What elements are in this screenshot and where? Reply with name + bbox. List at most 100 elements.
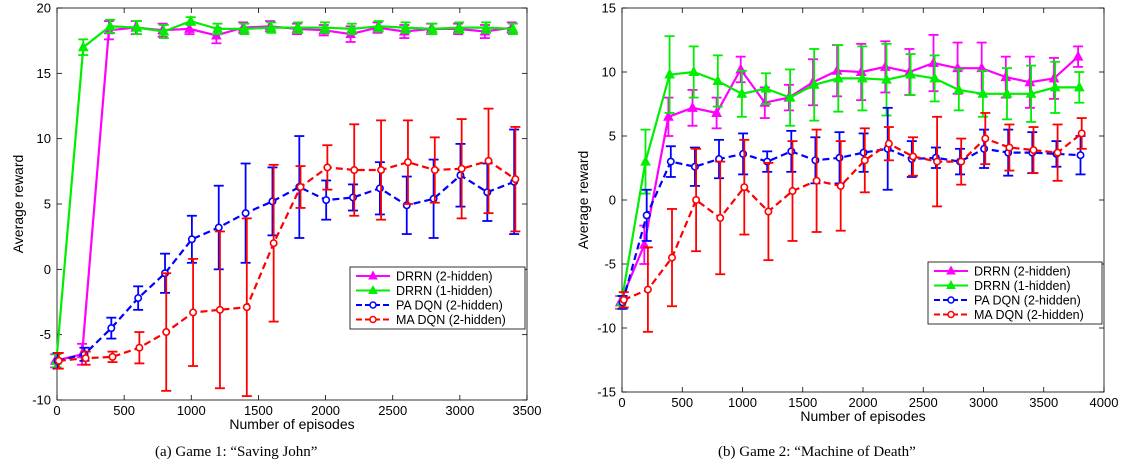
- data-point: [831, 64, 843, 75]
- series-1: [616, 35, 1085, 310]
- x-axis-label: Number of episodes: [800, 408, 925, 424]
- y-tick-label: 15: [37, 66, 51, 81]
- data-point: [1001, 87, 1013, 98]
- x-tick-label: 0: [618, 395, 625, 410]
- data-point: [663, 110, 674, 121]
- data-point: [104, 20, 116, 31]
- legend-swatch-marker: [947, 296, 955, 304]
- data-point: [430, 166, 439, 175]
- series-line: [619, 55, 1079, 303]
- data-point: [638, 238, 650, 249]
- data-point: [239, 22, 250, 33]
- data-point: [484, 156, 493, 165]
- data-point: [1000, 71, 1012, 82]
- x-tick-label: 1500: [788, 395, 817, 410]
- data-point: [269, 239, 278, 248]
- data-point: [640, 155, 651, 166]
- data-point: [933, 157, 942, 166]
- data-point: [690, 162, 699, 171]
- series-line: [58, 159, 517, 362]
- data-point: [1049, 81, 1061, 92]
- data-point: [859, 148, 868, 157]
- data-point: [1053, 148, 1062, 157]
- legend-swatch-marker: [369, 315, 377, 324]
- legend-swatch-marker: [946, 265, 956, 275]
- series-line: [620, 70, 1080, 303]
- data-point: [1005, 143, 1014, 152]
- data-point: [77, 41, 89, 52]
- data-point: [835, 153, 844, 162]
- data-point: [905, 68, 916, 79]
- chart-panel-b: 0 500 1000 1500 2000 2500 3000 3500 4000 -15 -10 -5…: [575, 1, 1118, 425]
- x-axis-label: Number of episodes: [229, 416, 354, 432]
- data-point: [688, 65, 700, 76]
- data-point: [928, 56, 939, 68]
- data-point: [158, 25, 170, 36]
- legend-label: DRRN (1-hidden): [396, 284, 493, 298]
- data-point: [1076, 151, 1085, 160]
- data-point: [860, 156, 869, 165]
- data-point: [453, 21, 465, 32]
- data-point: [189, 308, 198, 317]
- data-point: [323, 163, 332, 172]
- data-point: [716, 213, 725, 222]
- data-point: [400, 21, 411, 32]
- data-point: [687, 101, 698, 112]
- y-axis-label: Average reward: [10, 155, 26, 254]
- data-point: [832, 72, 844, 83]
- data-point: [107, 324, 116, 333]
- y-tick-label: 5: [609, 129, 616, 144]
- data-point: [666, 157, 675, 166]
- data-point: [265, 21, 277, 32]
- caption-b: (b) Game 2: “Machine of Death”: [718, 444, 916, 460]
- data-point: [957, 157, 966, 166]
- data-point: [667, 253, 676, 262]
- x-tick-label: 1500: [244, 403, 273, 418]
- data-point: [1025, 87, 1037, 98]
- y-axis-label: Average reward: [575, 151, 591, 250]
- x-tick-label: 3500: [513, 403, 542, 418]
- data-point: [1048, 72, 1060, 83]
- data-point: [760, 82, 772, 93]
- data-point: [349, 193, 358, 202]
- legend-swatch-marker: [369, 301, 377, 309]
- legend-swatch-marker: [947, 310, 955, 319]
- legend-label: DRRN (1-hidden): [974, 279, 1071, 293]
- series-line: [57, 173, 515, 362]
- x-tick-label: 2000: [849, 395, 878, 410]
- chart-panel-a: 0 500 1000 1500 2000 2500 3000 3500 -10 -5 0 5 10 15 2…: [10, 1, 541, 433]
- x-tick-label: 1000: [177, 403, 206, 418]
- y-tick-label: 10: [37, 131, 51, 146]
- series-2: [617, 106, 1086, 310]
- data-point: [480, 21, 492, 32]
- x-tick-label: 1000: [728, 395, 757, 410]
- data-point: [296, 183, 305, 192]
- data-point: [884, 139, 893, 148]
- y-tick-label: 20: [37, 1, 51, 16]
- series-line: [55, 19, 514, 361]
- y-tick-label: 0: [609, 193, 616, 208]
- data-point: [981, 134, 990, 143]
- y-tick-label: -10: [597, 321, 616, 336]
- data-point: [976, 62, 988, 73]
- data-point: [763, 157, 772, 166]
- series-3: [53, 107, 521, 397]
- data-point: [215, 305, 224, 314]
- legend-label: DRRN (2-hidden): [974, 265, 1071, 279]
- data-point: [135, 343, 144, 352]
- legend-swatch-marker: [368, 270, 378, 280]
- legend-swatch-marker: [368, 284, 378, 294]
- data-point: [377, 166, 386, 175]
- data-point: [953, 83, 965, 94]
- legend: DRRN (2-hidden)DRRN (1-hidden)PA DQN (2-…: [349, 266, 526, 330]
- x-tick-label: 2000: [311, 403, 340, 418]
- data-point: [643, 285, 652, 294]
- data-point: [619, 295, 628, 304]
- data-point: [322, 196, 331, 205]
- data-point: [483, 188, 492, 197]
- data-point: [134, 294, 143, 303]
- data-point: [784, 91, 796, 102]
- data-point: [1029, 146, 1038, 155]
- data-point: [242, 303, 251, 312]
